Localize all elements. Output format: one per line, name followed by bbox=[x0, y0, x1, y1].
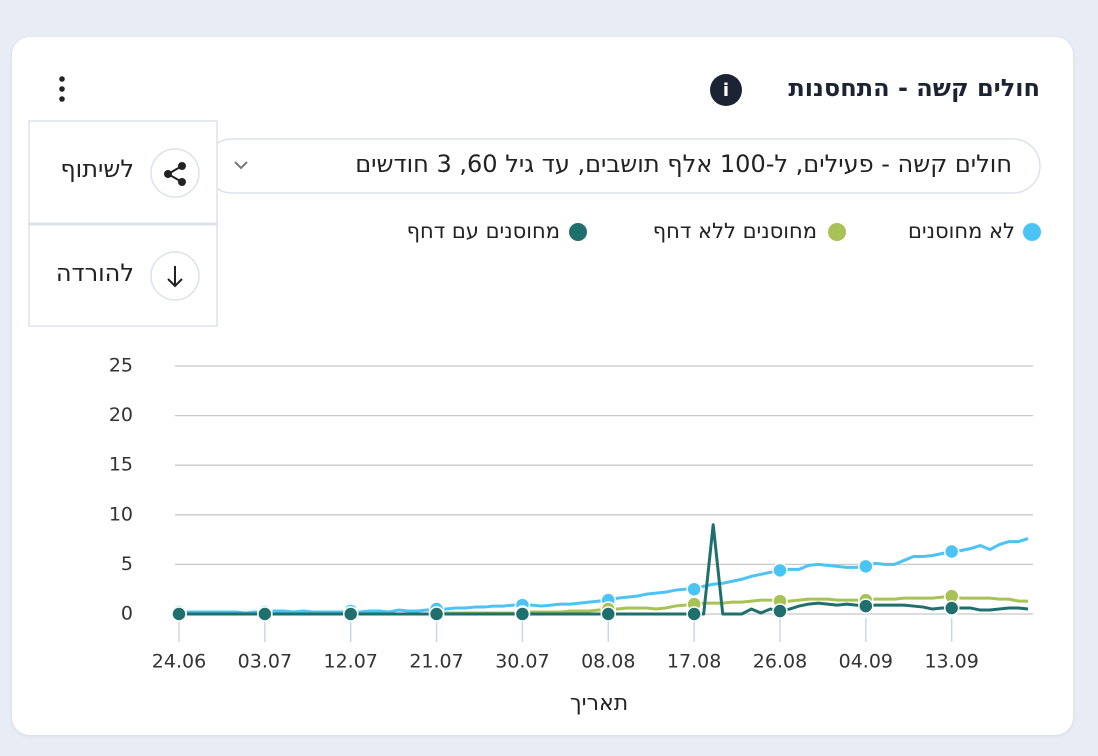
y-tick-label: 15 bbox=[109, 454, 133, 476]
y-tick-label: 20 bbox=[109, 404, 133, 426]
y-tick-label: 5 bbox=[121, 553, 133, 575]
x-tick-label: 21.07 bbox=[409, 651, 463, 673]
point-marker bbox=[772, 603, 788, 619]
point-marker bbox=[858, 558, 874, 575]
chevron bbox=[234, 161, 248, 170]
point-marker bbox=[943, 543, 960, 560]
legend-swatch bbox=[828, 223, 846, 241]
point-marker bbox=[257, 606, 273, 622]
x-tick-label: 26.08 bbox=[753, 651, 807, 673]
x-tick-label: 17.08 bbox=[667, 651, 721, 673]
point-marker bbox=[600, 606, 617, 622]
point-marker bbox=[772, 562, 788, 579]
x-tick-label: 24.06 bbox=[152, 651, 206, 673]
x-axis-label: תאריך bbox=[569, 691, 629, 716]
point-marker bbox=[514, 606, 531, 622]
legend-label[interactable]: מחוסנים ללא דחף bbox=[652, 219, 817, 243]
legend-swatch bbox=[1023, 223, 1041, 241]
x-tick-label: 04.09 bbox=[839, 651, 893, 673]
point-marker bbox=[171, 606, 187, 622]
title: חולים קשה - התחסנות bbox=[788, 74, 1040, 102]
menu-share[interactable]: לשיתוף bbox=[60, 155, 134, 183]
point-marker bbox=[943, 600, 960, 616]
download-glyph bbox=[167, 266, 183, 288]
legend-swatch bbox=[569, 223, 587, 241]
kebab-menu[interactable] bbox=[59, 76, 65, 102]
point-marker bbox=[428, 606, 445, 622]
dropdown-label[interactable]: חולים קשה - פעילים, ל-100 אלף תושבים, עד… bbox=[355, 150, 1012, 178]
menu-download[interactable]: להורדה bbox=[55, 259, 134, 287]
x-tick-label: 12.07 bbox=[324, 651, 378, 673]
info-glyph: i bbox=[723, 80, 729, 101]
point-marker bbox=[342, 606, 359, 622]
share-icon[interactable] bbox=[150, 148, 200, 198]
point-marker bbox=[686, 581, 702, 597]
legend-label[interactable]: לא מחוסנים bbox=[907, 219, 1015, 243]
x-tick-label: 13.09 bbox=[924, 651, 978, 673]
x-tick-label: 30.07 bbox=[495, 651, 549, 673]
point-marker bbox=[858, 598, 874, 614]
y-tick-label: 10 bbox=[109, 503, 133, 525]
x-tick-label: 03.07 bbox=[238, 651, 292, 673]
share-glyph bbox=[164, 162, 186, 186]
point-marker bbox=[686, 606, 702, 622]
y-tick-label: 25 bbox=[109, 355, 133, 377]
y-tick-label: 0 bbox=[121, 603, 133, 625]
legend-label[interactable]: מחוסנים עם דחף bbox=[406, 219, 560, 243]
info-icon[interactable] bbox=[710, 74, 742, 106]
x-tick-label: 08.08 bbox=[581, 651, 635, 673]
